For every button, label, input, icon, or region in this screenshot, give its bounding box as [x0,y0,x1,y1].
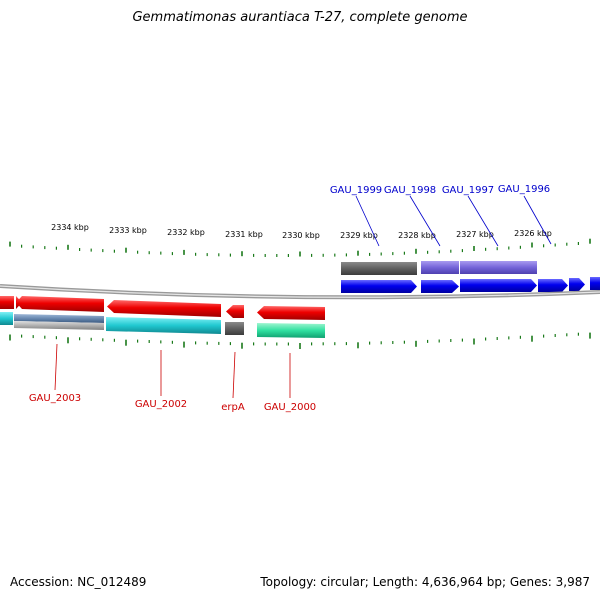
ruler-label-2333: 2333 kbp [109,226,147,235]
callout-lines [54,195,552,399]
callout-line-erpa [232,351,236,399]
callout-line-gau-1998 [409,195,441,247]
reverse-feature-row [0,312,325,338]
feature-steel [14,314,104,323]
feature-purple-2 [460,261,537,274]
ruler-label-2331: 2331 kbp [225,230,263,239]
cds-arrow-gau-2003[interactable] [16,296,104,312]
gene-label-gau-1998[interactable]: GAU_1998 [384,185,436,196]
gene-label-gau-1997[interactable]: GAU_1997 [442,185,494,196]
feature-teal [257,323,325,338]
gene-label-gau-1996[interactable]: GAU_1996 [498,184,550,195]
feature-silver [14,321,104,330]
ruler-label-2332: 2332 kbp [167,228,205,237]
ruler-label-2334: 2334 kbp [51,223,89,232]
cds-arrow-prev[interactable] [0,296,14,309]
ruler-labels: 2334 kbp 2333 kbp 2332 kbp 2331 kbp 2330… [51,223,552,240]
feature-cyan [106,317,221,334]
ruler-label-2330: 2330 kbp [282,231,320,240]
gene-label-gau-1999[interactable]: GAU_1999 [330,185,382,196]
feature-purple-1 [421,261,459,274]
feature-gray [341,262,417,275]
feature-cyan-prev [0,312,13,325]
reverse-cds-row [0,296,325,320]
gene-label-gau-2003[interactable]: GAU_2003 [29,393,81,404]
ruler-tick-band-outer [9,238,591,257]
gene-label-gau-2002[interactable]: GAU_2002 [135,399,187,410]
cds-arrow-gau-1997[interactable] [460,279,537,292]
page-title: Gemmatimonas aurantiaca T-27, complete g… [132,10,468,25]
forward-cds-row [341,277,600,293]
genome-summary-text: Topology: circular; Length: 4,636,964 bp… [260,575,590,589]
cds-arrow-next-2[interactable] [590,277,600,290]
cds-arrow-gau-2002[interactable] [107,300,221,317]
callout-line-gau-1997 [467,195,499,247]
gene-labels: GAU_1999 GAU_1998 GAU_1997 GAU_1996 GAU_… [29,184,550,413]
accession-text: Accession: NC_012489 [10,575,147,589]
cds-arrow-gau-1996[interactable] [538,279,568,292]
ruler-label-2326: 2326 kbp [514,229,552,238]
cds-arrow-gau-1998[interactable] [421,280,459,293]
feature-gray-erpa [225,322,244,335]
callout-line-gau-1999 [355,195,380,247]
callout-line-gau-1996 [523,195,552,245]
gene-label-erpa[interactable]: erpA [221,402,245,413]
ruler-tick-band-inner [9,332,591,349]
backbone-highlight [0,285,600,298]
callout-line-gau-2003 [54,343,58,391]
gene-label-gau-2000[interactable]: GAU_2000 [264,402,316,413]
cds-arrow-gau-2000[interactable] [257,306,325,320]
cds-arrow-next-1[interactable] [569,278,585,291]
ruler-label-2329: 2329 kbp [340,231,378,240]
forward-feature-row [341,261,537,275]
ruler-label-2328: 2328 kbp [398,231,436,240]
cds-arrow-gau-1999[interactable] [341,280,417,293]
ruler-label-2327: 2327 kbp [456,230,494,239]
cds-arrow-erpa[interactable] [226,305,244,318]
